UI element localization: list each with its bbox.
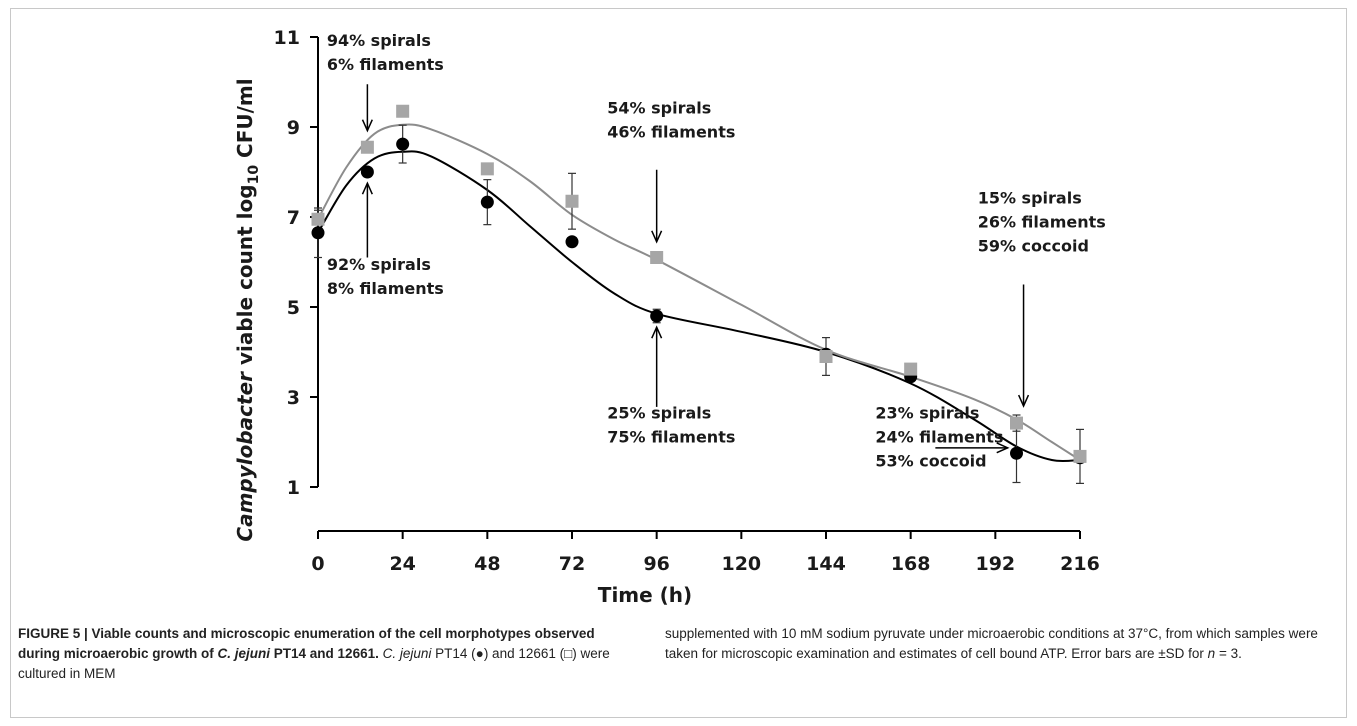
data-point-12661 xyxy=(396,104,410,118)
data-point-pt14 xyxy=(565,235,579,249)
data-point-pt14 xyxy=(480,195,494,209)
figure-frame xyxy=(10,8,1347,718)
data-point-12661 xyxy=(565,194,579,208)
caption-title-species: C. jejuni xyxy=(217,646,271,661)
x-tick-label: 24 xyxy=(389,553,415,575)
annotation-text-a2: 92% spirals xyxy=(327,255,431,274)
x-tick-label: 120 xyxy=(721,553,761,575)
data-point-12661 xyxy=(1073,449,1087,463)
y-tick-label: 9 xyxy=(287,117,300,139)
y-tick-label: 1 xyxy=(287,477,300,499)
annotation-text-a6: 24% filaments xyxy=(875,428,1003,447)
annotations: 94% spirals 6% filaments 92% spirals 8% fil… xyxy=(327,31,1106,471)
fit-curve-12661 xyxy=(317,123,1081,461)
caption-left-column: FIGURE 5 | Viable counts and microscopic… xyxy=(18,624,638,684)
caption-title-text: FIGURE 5 | Viable counts and microscopic… xyxy=(18,626,595,661)
annotation-text-a5: 15% spirals xyxy=(978,189,1082,208)
annotation-arrowhead-a4 xyxy=(651,325,663,339)
annotation-text-a6: 23% spirals xyxy=(875,404,979,423)
y-axis-label-text: viable count log xyxy=(233,184,257,372)
annotation-text-a1: 6% filaments xyxy=(327,55,444,74)
data-point-12661 xyxy=(311,212,325,226)
caption-body-c: ) were cultured in MEM xyxy=(18,646,610,681)
fit-curves xyxy=(317,123,1081,463)
annotation-text-a4: 25% spirals xyxy=(607,404,711,423)
caption-title: FIGURE 5 | Viable counts and microscopic… xyxy=(18,626,595,661)
y-axis-label: Campylobacter viable count log10 CFU/ml xyxy=(233,78,262,541)
caption-right-column: supplemented with 10 mM sodium pyruvate … xyxy=(665,624,1325,664)
x-tick-label: 144 xyxy=(806,553,846,575)
annotation-arrowhead-a2 xyxy=(361,181,373,195)
data-point-pt14 xyxy=(311,226,325,240)
data-point-12661 xyxy=(650,251,664,264)
annotation-text-a3: 54% spirals xyxy=(607,99,711,118)
data-point-pt14 xyxy=(360,165,374,179)
x-tick-label: 48 xyxy=(474,553,500,575)
y-tick-label: 5 xyxy=(287,297,300,319)
growth-chart: 1 3 5 7 9 11 0 24 48 72 96 120 144 168 192 216 94% spir… xyxy=(233,27,1106,607)
x-tick-label: 168 xyxy=(891,553,931,575)
y-tick-label: 11 xyxy=(274,27,300,49)
caption-right-tail: = 3. xyxy=(1215,646,1242,661)
annotation-text-a2: 8% filaments xyxy=(327,279,444,298)
caption-species: C. jejuni xyxy=(382,646,432,661)
fit-curve-pt14 xyxy=(317,150,1081,463)
data-point-pt14 xyxy=(1010,446,1023,460)
caption-right-text: supplemented with 10 mM sodium pyruvate … xyxy=(665,626,1318,661)
caption-body-b: ) and 12661 ( xyxy=(483,646,565,661)
y-axis-label-unit: CFU/ml xyxy=(233,78,257,165)
data-point-pt14 xyxy=(396,137,410,151)
caption-n: n xyxy=(1207,646,1216,661)
annotation-arrowhead-a6 xyxy=(996,442,1010,454)
caption-title-tail: PT14 and 12661. xyxy=(270,646,379,661)
annotation-text-a3: 46% filaments xyxy=(607,123,735,142)
annotation-arrowhead-a5 xyxy=(1017,394,1030,408)
caption-circle-symbol: ● xyxy=(475,646,484,661)
x-tick-label: 0 xyxy=(311,553,324,575)
y-tick-label: 3 xyxy=(287,387,300,409)
data-point-12661 xyxy=(904,362,918,376)
annotation-arrowhead-a1 xyxy=(361,119,373,133)
x-tick-label: 72 xyxy=(559,553,585,575)
y-axis-label-genus: Campylobacter xyxy=(233,371,257,542)
data-point-12661 xyxy=(1010,416,1023,430)
annotation-arrowhead-a3 xyxy=(651,230,663,244)
annotation-text-a5: 26% filaments xyxy=(978,213,1106,232)
axes: 1 3 5 7 9 11 0 24 48 72 96 120 144 168 192 216 xyxy=(274,27,1100,575)
annotation-text-a6: 53% coccoid xyxy=(875,452,986,471)
data-point-12661 xyxy=(819,350,833,363)
caption-square-symbol: □ xyxy=(564,646,573,661)
annotation-text-a4: 75% filaments xyxy=(607,428,735,447)
y-tick-label: 7 xyxy=(287,207,300,229)
y-axis-label-subscript: 10 xyxy=(246,165,262,185)
data-point-12661 xyxy=(360,140,374,154)
annotation-text-a5: 59% coccoid xyxy=(978,237,1089,256)
x-tick-label: 192 xyxy=(975,553,1015,575)
x-tick-label: 216 xyxy=(1060,553,1100,575)
data-point-pt14 xyxy=(650,309,664,323)
x-axis-label: Time (h) xyxy=(598,583,692,607)
caption-body-a: PT14 ( xyxy=(431,646,476,661)
annotation-text-a1: 94% spirals xyxy=(327,31,431,50)
x-tick-label: 96 xyxy=(643,553,669,575)
data-point-12661 xyxy=(480,162,494,176)
data-points xyxy=(311,104,1087,465)
